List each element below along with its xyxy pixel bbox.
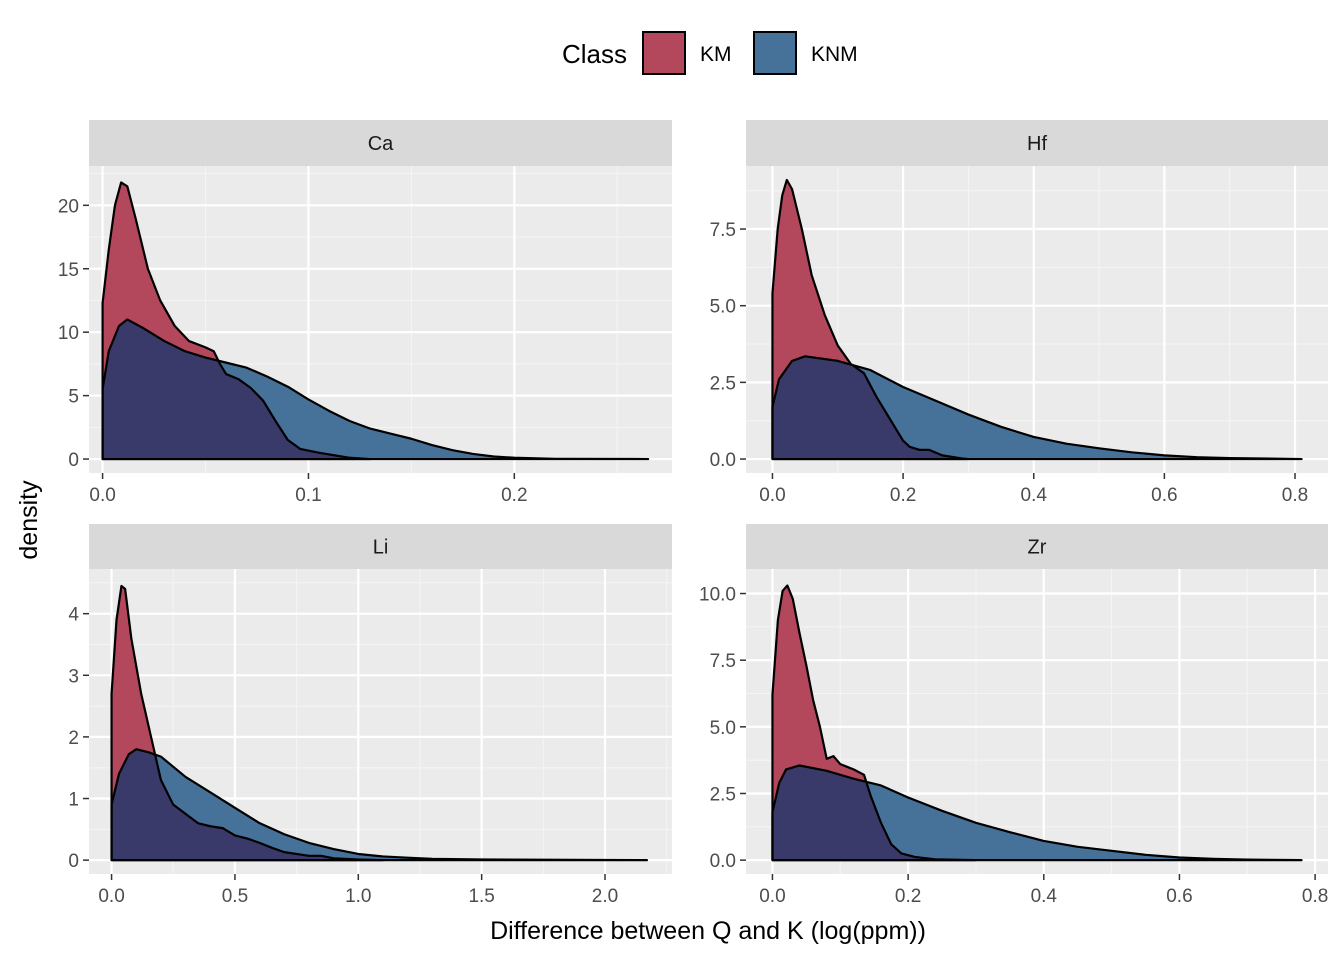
panel-li: Li 0.0 0.5 1.0 1.5 2.0 0 1 2 3 4 <box>68 524 672 907</box>
y-tick-label: 2.5 <box>710 784 736 805</box>
density-area-knm <box>772 765 1302 861</box>
x-tick-label: 0.2 <box>501 485 527 506</box>
x-tick-label: 0.6 <box>1166 886 1192 907</box>
x-tick-label: 0.0 <box>759 886 785 907</box>
x-tick-label: 0.0 <box>759 485 785 506</box>
density-areas <box>771 178 1303 461</box>
x-axis-title: Difference between Q and K (log(ppm)) <box>490 917 926 945</box>
y-tick-label: 2 <box>68 728 79 749</box>
x-tick-label: 0.0 <box>89 485 115 506</box>
x-tick-label: 1.5 <box>468 886 494 907</box>
x-tick-label: 0.4 <box>1031 886 1058 907</box>
facet-label: Hf <box>1027 133 1047 155</box>
legend-key-knm <box>753 31 797 75</box>
density-outline-knm <box>771 764 1303 862</box>
y-tick-label: 10.0 <box>699 585 736 606</box>
y-tick-label: 3 <box>68 666 79 687</box>
facet-label: Zr <box>1028 537 1047 559</box>
density-outline-km <box>110 584 385 862</box>
y-tick-label: 2.5 <box>710 373 736 394</box>
axes: 0.0 0.5 1.0 1.5 2.0 0 1 2 3 4 <box>68 605 618 907</box>
x-tick-label: 1.0 <box>345 886 371 907</box>
density-overlap <box>772 765 976 861</box>
density-overlap <box>102 319 371 460</box>
y-tick-label: 7.5 <box>710 220 736 241</box>
legend-key-km <box>642 31 686 75</box>
density-area-knm <box>772 356 1302 460</box>
gridlines <box>746 569 1328 874</box>
density-outline-km <box>101 181 372 461</box>
density-outline-knm <box>771 355 1303 461</box>
panel-ca: Ca 0.0 0.1 0.2 0 5 10 15 20 <box>58 120 672 506</box>
x-tick-label: 2.0 <box>592 886 618 907</box>
y-tick-label: 0 <box>68 450 79 471</box>
y-tick-label: 5.0 <box>710 718 736 739</box>
x-tick-label: 0.8 <box>1282 485 1308 506</box>
y-tick-label: 7.5 <box>710 651 736 672</box>
density-outline-km <box>771 584 978 862</box>
y-axis-title: density <box>15 480 43 560</box>
y-tick-label: 10 <box>58 323 79 344</box>
x-tick-label: 0.2 <box>895 886 921 907</box>
x-tick-label: 0.2 <box>890 485 916 506</box>
density-outline-km <box>771 178 970 461</box>
legend: Class KM KNM <box>562 31 858 75</box>
y-tick-label: 0 <box>68 851 79 872</box>
gridlines <box>89 166 672 473</box>
density-outline-knm <box>110 748 649 862</box>
legend-label-knm: KNM <box>811 43 858 66</box>
facet-strip <box>746 120 1328 166</box>
density-overlap <box>111 749 383 861</box>
density-overlap <box>772 356 969 460</box>
density-areas <box>771 584 1303 862</box>
y-tick-label: 0.0 <box>710 450 736 471</box>
x-tick-label: 0.4 <box>1021 485 1048 506</box>
x-tick-label: 0.5 <box>222 886 248 907</box>
y-tick-label: 5.0 <box>710 297 736 318</box>
y-tick-label: 15 <box>58 260 79 281</box>
facet-label: Li <box>373 537 389 559</box>
facet-label: Ca <box>368 133 394 155</box>
facet-strip <box>746 524 1328 569</box>
y-tick-label: 0.0 <box>710 851 736 872</box>
x-tick-label: 0.8 <box>1302 886 1328 907</box>
facet-strip <box>89 524 672 569</box>
legend-label-km: KM <box>700 43 732 66</box>
x-tick-label: 0.6 <box>1151 485 1177 506</box>
y-tick-label: 1 <box>68 790 79 811</box>
axes: 0.0 0.2 0.4 0.6 0.8 0.0 2.5 5.0 7.5 10.0 <box>699 585 1328 907</box>
axes: 0.0 0.2 0.4 0.6 0.8 0.0 2.5 5.0 7.5 <box>710 220 1309 506</box>
panel-hf: Hf 0.0 0.2 0.4 0.6 0.8 0.0 2.5 5.0 7.5 <box>710 120 1328 506</box>
density-areas <box>110 584 649 862</box>
axes: 0.0 0.1 0.2 0 5 10 15 20 <box>58 196 528 506</box>
y-tick-label: 4 <box>68 605 79 626</box>
density-area-knm <box>111 749 647 861</box>
facet-strip <box>89 120 672 166</box>
density-areas <box>101 181 650 461</box>
density-outline-knm <box>101 318 650 461</box>
y-tick-label: 5 <box>68 387 79 408</box>
y-tick-label: 20 <box>58 196 79 217</box>
panel-zr: Zr 0.0 0.2 0.4 0.6 0.8 0.0 2.5 5.0 7.5 10.0 <box>699 524 1328 907</box>
x-tick-label: 0.0 <box>98 886 124 907</box>
legend-title: Class <box>562 39 627 69</box>
x-tick-label: 0.1 <box>295 485 321 506</box>
